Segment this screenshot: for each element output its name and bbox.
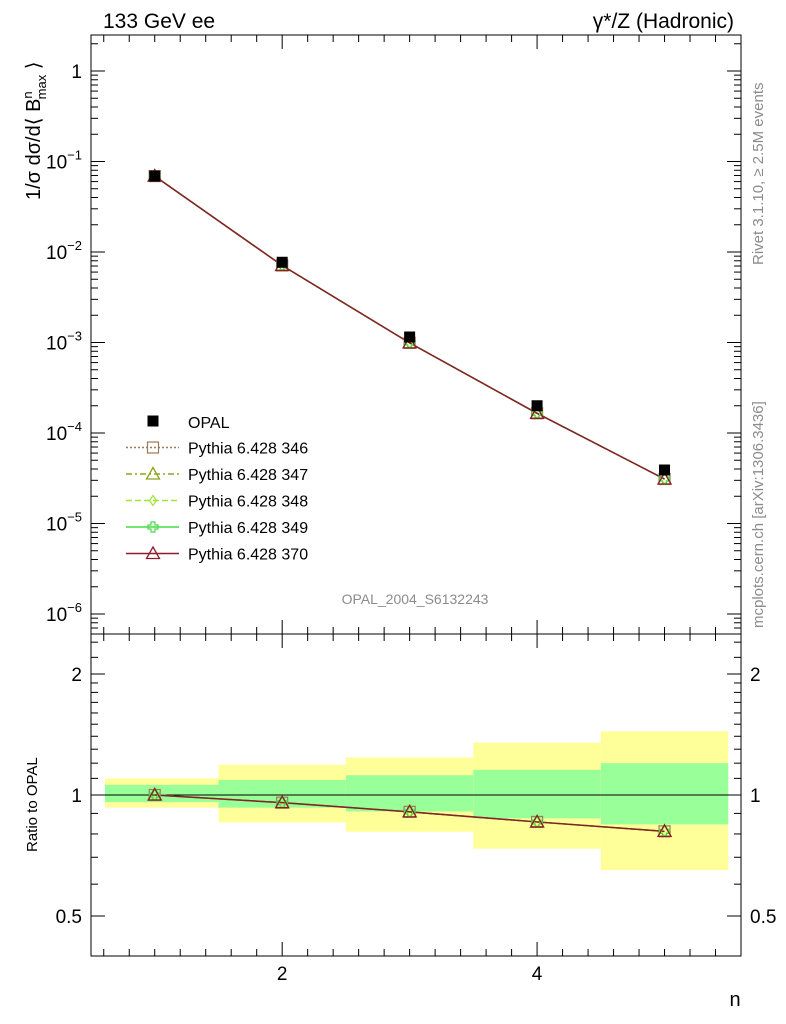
ratio-line-5	[154, 794, 665, 833]
legend-label-3: Pythia 6.428 348	[188, 494, 308, 511]
x-tick-label: 2	[277, 964, 288, 985]
opal-data-point	[149, 170, 161, 182]
legend-label-1: Pythia 6.428 346	[188, 441, 308, 458]
legend-marker-2	[145, 466, 161, 480]
ratio-y-tick-label-right: 1	[750, 786, 761, 807]
ratio-series-5-point	[402, 804, 418, 818]
ratio-y-tick-label-left: 2	[71, 665, 82, 686]
legend-opal-label: OPAL	[188, 415, 230, 432]
ratio-y-tick-label-right: 0.5	[750, 907, 776, 928]
legend-label-5: Pythia 6.428 370	[188, 547, 308, 564]
main-plot-frame	[90, 34, 742, 635]
series-line-5	[154, 175, 665, 480]
legend-marker-3	[148, 494, 158, 507]
legend-marker-1	[146, 441, 160, 454]
ratio-series-5-point	[529, 814, 545, 828]
opal-data-point	[404, 331, 416, 343]
rivet-version-label: Rivet 3.1.10, ≥ 2.5M events	[750, 83, 767, 266]
main-y-tick-label: 10−4	[46, 419, 82, 445]
series-line-4	[154, 175, 665, 480]
legend-marker-5	[145, 545, 161, 560]
main-plot-panel: 1 10−1 10−2 10−3 10−4 10−5 10−6 OPAL_2004_S613…	[46, 34, 742, 635]
ratio-y-tick-label-right: 2	[750, 665, 761, 686]
ratio-plot-panel: 0.5 0.5 1 1 2 2 2 4	[56, 633, 776, 985]
ratio-series-5-point	[656, 823, 673, 838]
main-y-tick-label: 10−6	[46, 600, 82, 626]
uncertainty-band-green	[600, 763, 729, 825]
main-y-tick-label: 1	[71, 62, 82, 83]
main-y-tick-label: 10−3	[46, 329, 82, 355]
header-right-label: γ*/Z (Hadronic)	[593, 10, 734, 33]
header-left-label: 133 GeV ee	[103, 10, 215, 33]
legend: OPAL Pythia 6.428 346 Pythia 6.428 347 Pyth…	[126, 415, 308, 564]
opal-data-point	[531, 400, 543, 412]
x-axis-label: n	[729, 989, 740, 1011]
ratio-series-5-point	[147, 787, 163, 801]
y-axis-label-ratio: Ratio to OPAL	[24, 757, 41, 852]
analysis-watermark: OPAL_2004_S6132243	[342, 591, 489, 607]
series-line-3	[154, 175, 665, 480]
x-tick-label: 4	[532, 964, 543, 985]
series-line-2	[154, 175, 665, 480]
mcplots-label: mcplots.cern.ch [arXiv:1306.3436]	[750, 401, 767, 628]
uncertainty-band-green	[473, 769, 601, 819]
series-5-point	[529, 405, 545, 419]
legend-opal-marker	[147, 415, 159, 427]
ratio-y-tick-label-left: 0.5	[56, 907, 82, 928]
series-line-1	[154, 175, 665, 480]
ratio-series-5-point	[274, 794, 290, 809]
main-y-tick-label: 10−5	[46, 510, 82, 536]
legend-marker-4	[147, 521, 159, 533]
uncertainty-band-green	[105, 784, 219, 803]
ratio-y-tick-label-left: 1	[71, 786, 82, 807]
opal-data-point	[659, 464, 671, 476]
uncertainty-band-green	[218, 779, 346, 808]
series-5-point	[656, 471, 673, 485]
legend-label-2: Pythia 6.428 347	[188, 467, 308, 484]
main-y-tick-label: 10−1	[46, 148, 82, 174]
legend-label-4: Pythia 6.428 349	[188, 520, 308, 537]
opal-data-point	[276, 256, 288, 268]
main-y-tick-label: 10−2	[46, 238, 82, 264]
y-axis-label-main: 1/σ dσ/d⟨ Bnmax ⟩	[20, 61, 49, 200]
